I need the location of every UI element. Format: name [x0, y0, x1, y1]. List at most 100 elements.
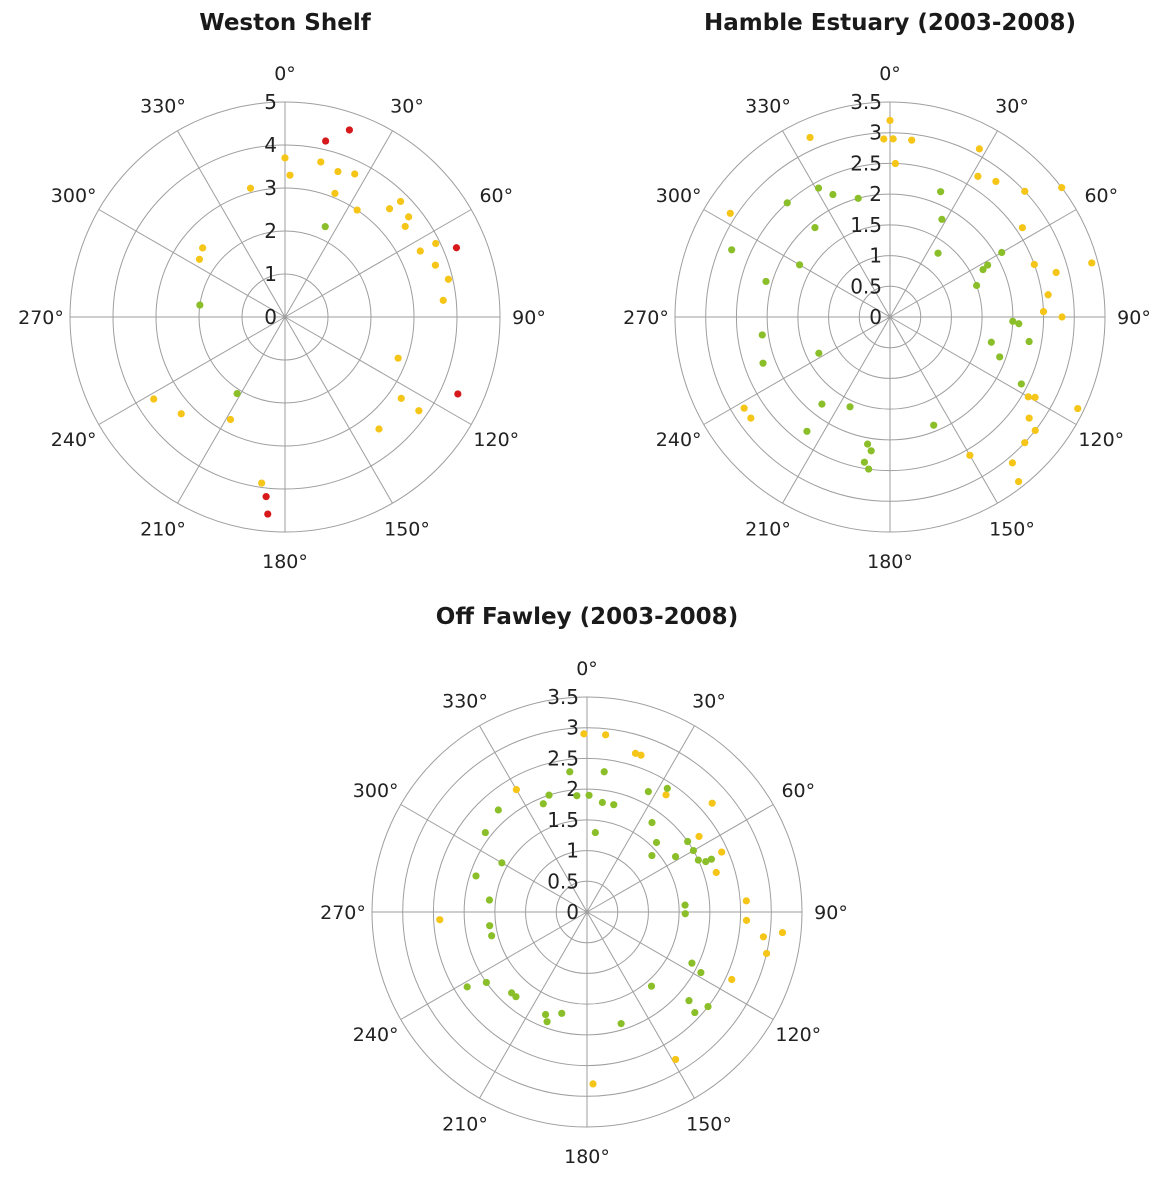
radial-tick-label: 0	[869, 305, 882, 329]
data-point-yellow	[1008, 459, 1017, 467]
data-point-green	[610, 801, 618, 809]
data-point-green	[688, 959, 696, 967]
data-point-yellow	[1088, 259, 1096, 267]
angle-label: 180°	[262, 551, 308, 573]
grid-spoke	[400, 911, 588, 1020]
data-point-red	[262, 493, 270, 501]
angle-label: 300°	[51, 185, 97, 207]
angle-label: 210°	[442, 1113, 488, 1135]
grid-spoke	[703, 316, 891, 425]
radial-tick-label: 2.5	[850, 151, 882, 175]
grid-spoke	[889, 316, 1077, 425]
data-point-yellow	[742, 916, 751, 924]
data-point-yellow	[712, 868, 720, 877]
data-point-yellow	[397, 394, 405, 402]
data-point-green	[1015, 320, 1023, 328]
data-point-green	[996, 353, 1004, 361]
data-point-green	[685, 997, 693, 1005]
data-point-yellow	[1025, 414, 1033, 422]
chart-title-weston-shelf: Weston Shelf	[199, 10, 371, 36]
data-point-yellow	[778, 928, 787, 937]
data-point-green	[934, 249, 942, 257]
radial-tick-label: 1	[264, 262, 277, 286]
data-point-yellow	[375, 425, 383, 433]
data-point-yellow	[992, 177, 1000, 186]
data-point-green	[494, 806, 502, 814]
data-point-yellow	[1052, 268, 1060, 277]
radial-tick-label: 2	[869, 182, 882, 206]
data-point-yellow	[317, 158, 325, 166]
data-point-green	[573, 792, 581, 800]
data-point-yellow	[602, 731, 610, 739]
data-point-green	[702, 858, 710, 866]
data-point-yellow	[762, 949, 771, 958]
data-point-yellow	[759, 933, 768, 941]
angle-label: 0°	[879, 63, 901, 85]
data-point-green	[233, 389, 241, 398]
grid-spoke	[782, 316, 891, 504]
angle-label: 60°	[479, 185, 513, 207]
angle-label: 90°	[1117, 307, 1151, 329]
data-point-red	[345, 126, 353, 134]
angle-label: 150°	[989, 518, 1035, 540]
data-point-yellow	[1014, 477, 1023, 486]
grid-spoke	[586, 911, 695, 1099]
grid-spoke	[284, 209, 472, 318]
data-point-yellow	[708, 799, 716, 807]
radial-tick-label: 0	[566, 900, 579, 924]
data-point-green	[1017, 380, 1025, 388]
data-point-green	[591, 828, 599, 837]
data-point-yellow	[512, 786, 520, 794]
data-point-yellow	[1039, 308, 1048, 316]
data-point-yellow	[806, 133, 814, 142]
angle-label: 180°	[564, 1146, 610, 1168]
data-point-green	[558, 1009, 566, 1017]
data-point-green	[697, 968, 705, 977]
grid-spoke	[284, 316, 472, 425]
data-point-yellow	[740, 404, 748, 412]
data-point-yellow	[662, 791, 670, 799]
data-point-green	[829, 190, 837, 199]
grid-spoke	[177, 316, 286, 504]
data-point-yellow	[436, 916, 444, 924]
data-point-yellow	[966, 451, 974, 459]
data-point-yellow	[880, 135, 888, 143]
angle-label: 330°	[442, 691, 488, 713]
grid-spoke	[98, 209, 286, 318]
data-point-yellow	[416, 247, 424, 255]
data-point-red	[264, 510, 272, 518]
radial-tick-label: 0	[264, 305, 277, 329]
radial-tick-label: 1	[869, 244, 882, 268]
data-point-yellow	[695, 832, 703, 841]
data-point-green	[321, 223, 329, 231]
data-point-green	[681, 901, 689, 909]
angle-label: 270°	[320, 902, 366, 924]
data-point-green	[648, 818, 656, 827]
data-point-green	[488, 932, 496, 940]
data-point-green	[691, 1008, 699, 1017]
data-point-green	[681, 910, 689, 918]
angle-label: 150°	[384, 518, 430, 540]
angle-label: 300°	[353, 780, 399, 802]
data-point-yellow	[286, 171, 294, 179]
data-point-yellow	[177, 410, 185, 418]
data-point-yellow	[334, 167, 342, 176]
data-point-green	[818, 400, 826, 408]
angle-label: 30°	[390, 96, 424, 118]
radial-tick-label: 5	[264, 90, 277, 114]
radial-tick-label: 1.5	[547, 808, 579, 832]
data-point-green	[598, 798, 606, 807]
angle-label: 150°	[686, 1113, 732, 1135]
data-point-yellow	[580, 730, 588, 738]
radial-tick-label: 0.5	[850, 274, 882, 298]
data-point-red	[322, 137, 330, 145]
data-point-green	[617, 1020, 625, 1028]
data-point-green	[867, 447, 875, 455]
data-point-green	[998, 248, 1006, 257]
data-point-green	[762, 277, 770, 286]
angle-label: 120°	[1078, 429, 1124, 451]
data-point-yellow	[637, 751, 645, 759]
angle-label: 240°	[656, 429, 702, 451]
data-point-yellow	[886, 116, 894, 125]
data-point-red	[452, 244, 461, 252]
